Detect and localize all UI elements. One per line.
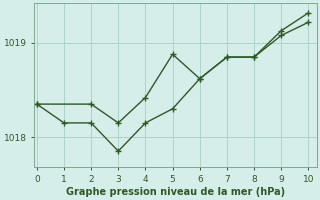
X-axis label: Graphe pression niveau de la mer (hPa): Graphe pression niveau de la mer (hPa) — [66, 187, 285, 197]
